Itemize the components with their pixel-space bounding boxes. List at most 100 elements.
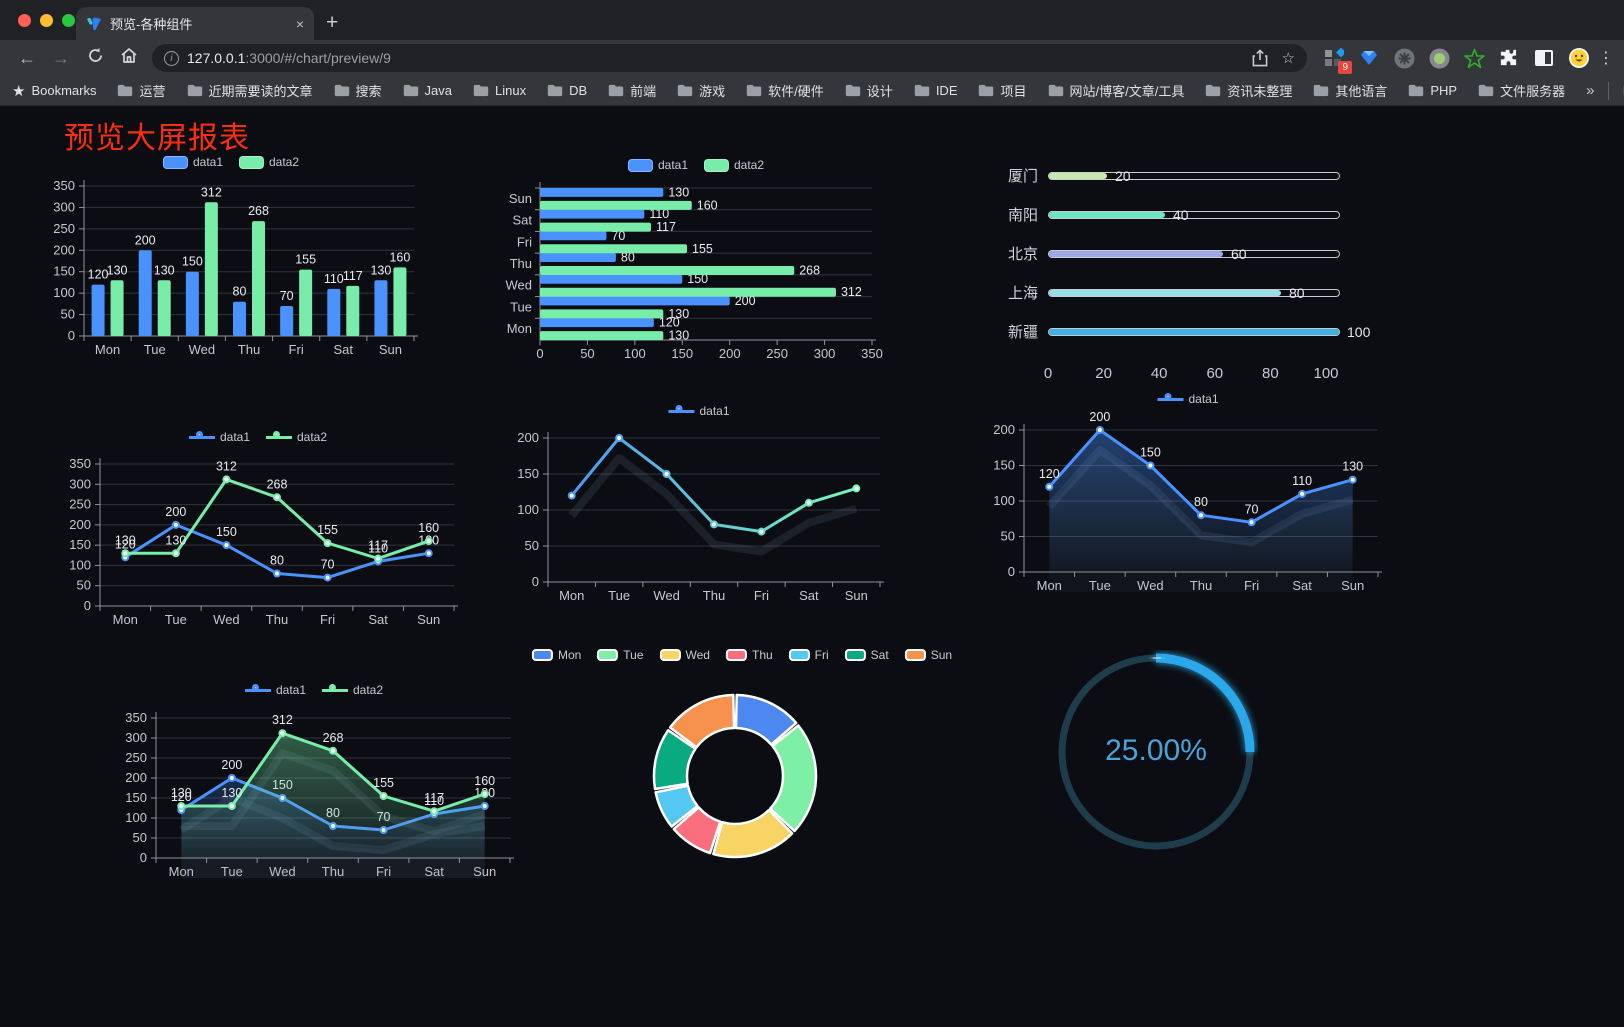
- svg-text:300: 300: [125, 730, 147, 745]
- bookmark-item[interactable]: 近期需要读的文章: [187, 81, 313, 100]
- chart-horizontal-bar[interactable]: data1 data2 Sun Sat Fri Thu Wed Tue Mon 0 50 100 150…: [500, 150, 892, 366]
- chart-canvas[interactable]: [552, 636, 932, 880]
- bookmark-item[interactable]: 其他语言: [1313, 81, 1387, 100]
- svg-text:160: 160: [474, 774, 495, 788]
- minimize-window-button[interactable]: [40, 14, 53, 27]
- bookmark-item[interactable]: 网站/博客/文章/工具: [1048, 81, 1184, 100]
- legend-item-data1[interactable]: data1: [668, 404, 730, 418]
- svg-text:130: 130: [668, 307, 689, 321]
- bookmark-item[interactable]: 文件服务器: [1478, 81, 1565, 100]
- green-dot-extension-icon[interactable]: [1428, 47, 1450, 69]
- svg-text:300: 300: [814, 346, 836, 361]
- chart-gauge-percent[interactable]: 25.00%: [1054, 650, 1258, 858]
- bookmark-item[interactable]: DB: [547, 81, 587, 100]
- chart-canvas[interactable]: 0 50 100 150 200 Mon Tue Wed Thu Fri Sat Sun 120 200 1…: [986, 388, 1390, 598]
- svg-text:150: 150: [182, 255, 203, 269]
- bookmarks-overflow-icon[interactable]: »: [1586, 82, 1595, 99]
- svg-text:50: 50: [580, 346, 594, 361]
- legend-item-data1[interactable]: data1: [1157, 392, 1219, 406]
- gem-extension-icon[interactable]: [1358, 47, 1380, 69]
- legend-item-data1[interactable]: data1: [244, 683, 306, 697]
- site-info-icon[interactable]: i: [164, 50, 179, 66]
- home-icon[interactable]: [112, 47, 146, 69]
- bookmark-item[interactable]: 前端: [608, 81, 656, 100]
- bookmark-item[interactable]: 设计: [845, 81, 893, 100]
- chart-canvas[interactable]: 0 50 100 150 200 250 300 350 Mon Tue Wed Thu Fri Sat S…: [108, 674, 520, 888]
- chart-canvas[interactable]: 0 50 100 150 200 250 300 350 Mon Tue Wed Thu Fri Sat S…: [52, 424, 464, 636]
- reload-icon[interactable]: [78, 47, 112, 69]
- legend-item-Fri[interactable]: Fri: [788, 648, 829, 662]
- legend-item-data2[interactable]: data2: [704, 158, 764, 172]
- progress-row-厦门[interactable]: 厦门 20: [998, 156, 1398, 195]
- tab-close-icon[interactable]: ×: [295, 15, 304, 32]
- close-window-button[interactable]: [18, 14, 31, 27]
- legend-marker: [627, 158, 653, 172]
- forward-icon[interactable]: →: [52, 47, 70, 68]
- legend-item-Thu[interactable]: Thu: [725, 648, 773, 662]
- chart-canvas[interactable]: Sun Sat Fri Thu Wed Tue Mon 0 50 100 150 200 250 300 3…: [500, 150, 892, 366]
- url-text[interactable]: 127.0.0.1:3000/#/chart/preview/9: [187, 50, 391, 66]
- svg-text:100: 100: [125, 810, 147, 825]
- chart-area-two-series[interactable]: data1 data2 0 50 100 150 200 250 300 350 Mon Tue Wed…: [108, 674, 520, 888]
- bookmark-item[interactable]: IDE: [914, 81, 957, 100]
- progress-row-新疆[interactable]: 新疆 100: [998, 312, 1398, 351]
- chart-area-single[interactable]: data1 0 50 100 150 200 Mon Tue Wed Thu Fri Sat Sun 12…: [986, 388, 1390, 598]
- url-bar[interactable]: i 127.0.0.1:3000/#/chart/preview/9 ☆: [152, 44, 1307, 72]
- new-tab-button[interactable]: +: [326, 11, 339, 34]
- puzzle-extensions-icon[interactable]: [1498, 47, 1520, 69]
- bookmark-item[interactable]: 资讯未整理: [1205, 81, 1292, 100]
- pattern-circle-extension-icon[interactable]: [1393, 47, 1415, 69]
- bookmark-item[interactable]: Java: [403, 81, 452, 100]
- legend-item-Mon[interactable]: Mon: [531, 648, 581, 662]
- svg-text:150: 150: [69, 537, 91, 552]
- bookmarks-root[interactable]: Bookmarks: [31, 83, 97, 98]
- bookmark-item[interactable]: Linux: [473, 81, 526, 100]
- svg-text:200: 200: [735, 294, 756, 308]
- legend-marker: [668, 404, 695, 418]
- progress-row-上海[interactable]: 上海 80: [998, 273, 1398, 312]
- browser-menu-icon[interactable]: ⋮: [1598, 50, 1614, 67]
- chart-canvas[interactable]: [1054, 650, 1258, 858]
- donut-slice-Tue: [768, 724, 818, 833]
- legend-item-data2[interactable]: data2: [266, 430, 327, 444]
- legend-item-data2[interactable]: data2: [239, 155, 299, 169]
- bookmark-item[interactable]: 运营: [117, 81, 166, 100]
- chart-donut-week[interactable]: Mon Tue Wed Thu Fri Sat Sun: [531, 636, 952, 880]
- legend-item-data1[interactable]: data1: [627, 158, 688, 172]
- svg-text:Sun: Sun: [509, 191, 532, 206]
- bookmark-item[interactable]: PHP: [1408, 81, 1457, 100]
- progress-label: 北京: [1007, 246, 1038, 263]
- browser-tab[interactable]: 预览-各种组件 ×: [76, 7, 314, 40]
- emoji-extension-icon[interactable]: [1568, 47, 1590, 69]
- legend-item-data2[interactable]: data2: [322, 683, 383, 697]
- chart-gradient-line[interactable]: data1 0 50 100 150 200 Mon Tue Wed Thu Fri Sat Sun: [506, 398, 892, 610]
- progress-row-南阳[interactable]: 南阳 40: [998, 195, 1398, 234]
- side-panel-icon[interactable]: [1533, 47, 1555, 69]
- progress-row-北京[interactable]: 北京 60: [998, 234, 1398, 273]
- bookmark-item[interactable]: 搜索: [334, 81, 382, 100]
- bookmark-item[interactable]: 软件/硬件: [746, 81, 824, 100]
- chart-grouped-bar[interactable]: data1 data2 0 50 100 150 200 250 300 350 Mon Tue Wed…: [40, 150, 422, 362]
- chart-canvas[interactable]: 0 50 100 150 200 250 300 350 Mon Tue Wed Thu Fri Sat S…: [40, 150, 422, 362]
- legend-item-Tue[interactable]: Tue: [597, 648, 644, 662]
- legend-item-Sat[interactable]: Sat: [844, 648, 889, 662]
- legend-item-data1[interactable]: data1: [162, 155, 223, 169]
- chart-city-progress[interactable]: 厦门 20 南阳 40 北京 60 上海 80 新疆 100 0 20 40 60 80 100: [998, 152, 1398, 387]
- bookmarks-star-icon[interactable]: ★: [12, 82, 26, 100]
- share-icon[interactable]: [1252, 49, 1268, 67]
- folder-icon: [677, 84, 693, 97]
- grid-extension-icon[interactable]: 9: [1323, 47, 1352, 74]
- legend-marker: [788, 649, 810, 661]
- chart-canvas[interactable]: 0 50 100 150 200 Mon Tue Wed Thu Fri Sat Sun: [506, 398, 892, 610]
- legend-item-data1[interactable]: data1: [188, 430, 250, 444]
- bookmark-item[interactable]: 项目: [978, 81, 1027, 100]
- back-icon[interactable]: ←: [18, 47, 36, 68]
- svg-text:200: 200: [165, 505, 186, 519]
- legend-item-Wed[interactable]: Wed: [659, 648, 710, 662]
- bookmark-item[interactable]: 游戏: [677, 81, 725, 100]
- green-star-extension-icon[interactable]: [1463, 47, 1485, 69]
- bookmark-star-icon[interactable]: ☆: [1281, 50, 1295, 67]
- chart-line-two-series[interactable]: data1 data2 0 50 100 150 200 250 300 350 Mon Tue Wed…: [52, 424, 464, 636]
- zoom-window-button[interactable]: [62, 14, 75, 27]
- legend-item-Sun[interactable]: Sun: [904, 648, 952, 662]
